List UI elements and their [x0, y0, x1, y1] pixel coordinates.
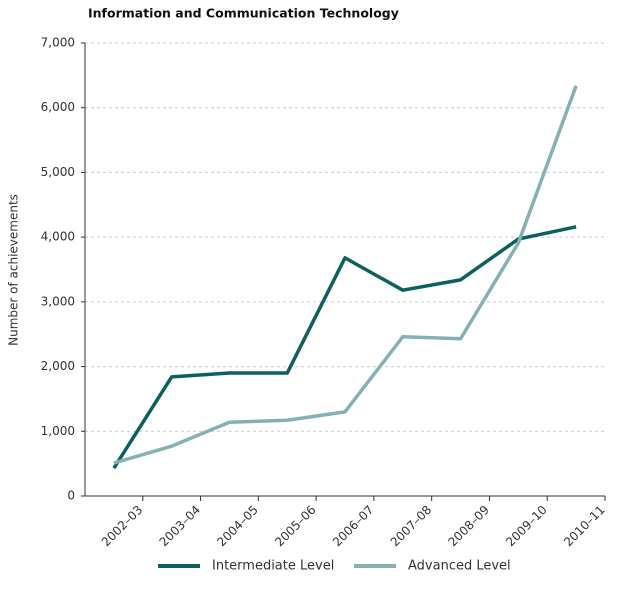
x-tick-label: 2008–09: [446, 503, 493, 550]
y-tick-label: 1,000: [41, 424, 75, 438]
y-tick-label: 6,000: [41, 100, 75, 114]
series-line: [112, 225, 577, 470]
x-tick-label: 2006–07: [330, 503, 377, 550]
x-tick-label: 2003–04: [157, 503, 204, 550]
x-tick-label: 2004–05: [214, 503, 261, 550]
series-line: [113, 85, 578, 465]
x-tick-label: 2005–06: [272, 503, 319, 550]
y-tick-label: 4,000: [41, 230, 75, 244]
legend-label: Advanced Level: [408, 559, 511, 574]
y-tick-label: 7,000: [41, 36, 75, 50]
x-tick-label: 2002–03: [99, 503, 146, 550]
chart-title: Information and Communication Technology: [88, 6, 399, 21]
y-tick-label: 3,000: [41, 294, 75, 308]
y-tick-label: 0: [67, 489, 75, 503]
x-tick-label: 2007–08: [388, 503, 435, 550]
x-tick-label: 2009–10: [503, 503, 550, 550]
y-tick-label: 2,000: [41, 359, 75, 373]
y-axis-label: Number of achievements: [7, 194, 21, 346]
y-tick-label: 5,000: [41, 165, 75, 179]
legend-label: Intermediate Level: [212, 559, 334, 574]
x-tick-label: 2010–11: [561, 503, 608, 550]
